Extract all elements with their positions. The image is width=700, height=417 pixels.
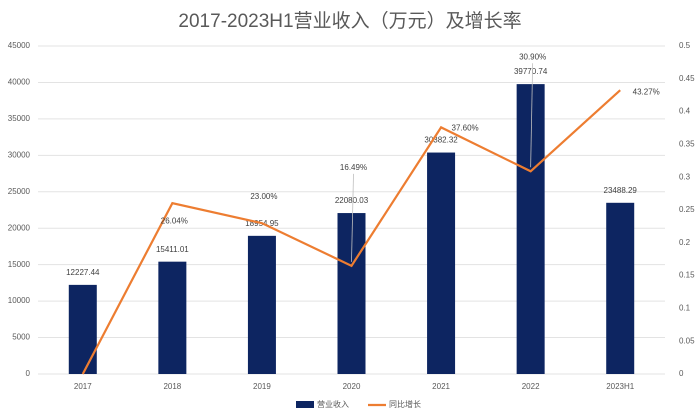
y2-tick-label: 0 — [679, 369, 684, 378]
bar — [606, 202, 635, 374]
y-tick-label: 5000 — [12, 333, 30, 342]
y2-tick-label: 0.2 — [679, 238, 691, 247]
line-value-label: 23.00% — [250, 192, 277, 201]
bar — [427, 152, 456, 374]
line-value-label: 26.04% — [161, 216, 188, 225]
legend-swatch — [296, 401, 314, 408]
x-tick-label: 2017 — [74, 382, 92, 391]
y-tick-label: 10000 — [8, 296, 31, 305]
y2-tick-label: 0.1 — [679, 304, 691, 313]
x-tick-label: 2019 — [253, 382, 271, 391]
leader-line — [351, 173, 354, 262]
bar-value-label: 39770.74 — [514, 67, 548, 76]
x-tick-label: 2022 — [522, 382, 540, 391]
y2-tick-label: 0.05 — [679, 336, 695, 345]
y-tick-label: 20000 — [8, 223, 31, 232]
growth-line — [81, 89, 621, 375]
line-value-label: 43.27% — [633, 87, 660, 96]
y2-tick-label: 0.45 — [679, 74, 695, 83]
bar-value-label: 15411.01 — [156, 245, 189, 254]
bar-value-label: 22080.03 — [335, 196, 369, 205]
y-tick-label: 45000 — [8, 41, 31, 50]
bar-value-label: 30382.32 — [424, 136, 458, 145]
y2-tick-label: 0.4 — [679, 107, 691, 116]
y-tick-label: 0 — [26, 369, 31, 378]
y2-tick-label: 0.3 — [679, 172, 691, 181]
line-value-label: 37.60% — [452, 123, 479, 132]
y2-tick-label: 0.35 — [679, 140, 695, 149]
y2-tick-label: 0.5 — [679, 41, 691, 50]
x-tick-label: 2018 — [163, 382, 181, 391]
leader-line — [530, 63, 534, 168]
legend-label: 营业收入 — [317, 399, 349, 409]
y-tick-label: 15000 — [8, 260, 31, 269]
bar — [337, 213, 366, 374]
line-value-label: 30.90% — [519, 52, 546, 61]
y-tick-label: 35000 — [8, 114, 31, 123]
bar-value-label: 12227.44 — [66, 268, 100, 277]
y2-tick-label: 0.15 — [679, 271, 695, 280]
y-tick-label: 30000 — [8, 150, 31, 159]
x-tick-label: 2021 — [432, 382, 450, 391]
y-tick-label: 40000 — [8, 78, 31, 87]
bar — [68, 284, 97, 374]
bar-value-label: 23488.29 — [604, 186, 638, 195]
bar — [247, 235, 276, 374]
x-tick-label: 2023H1 — [606, 382, 635, 391]
bar — [516, 84, 545, 375]
line-value-label: 16.49% — [340, 163, 367, 172]
bar — [158, 261, 187, 374]
y-tick-label: 25000 — [8, 187, 31, 196]
y2-tick-label: 0.25 — [679, 205, 695, 214]
legend-label: 同比增长 — [389, 399, 421, 409]
x-tick-label: 2020 — [343, 382, 361, 391]
chart-title: 2017-2023H1营业收入（万元）及增长率 — [178, 10, 521, 32]
